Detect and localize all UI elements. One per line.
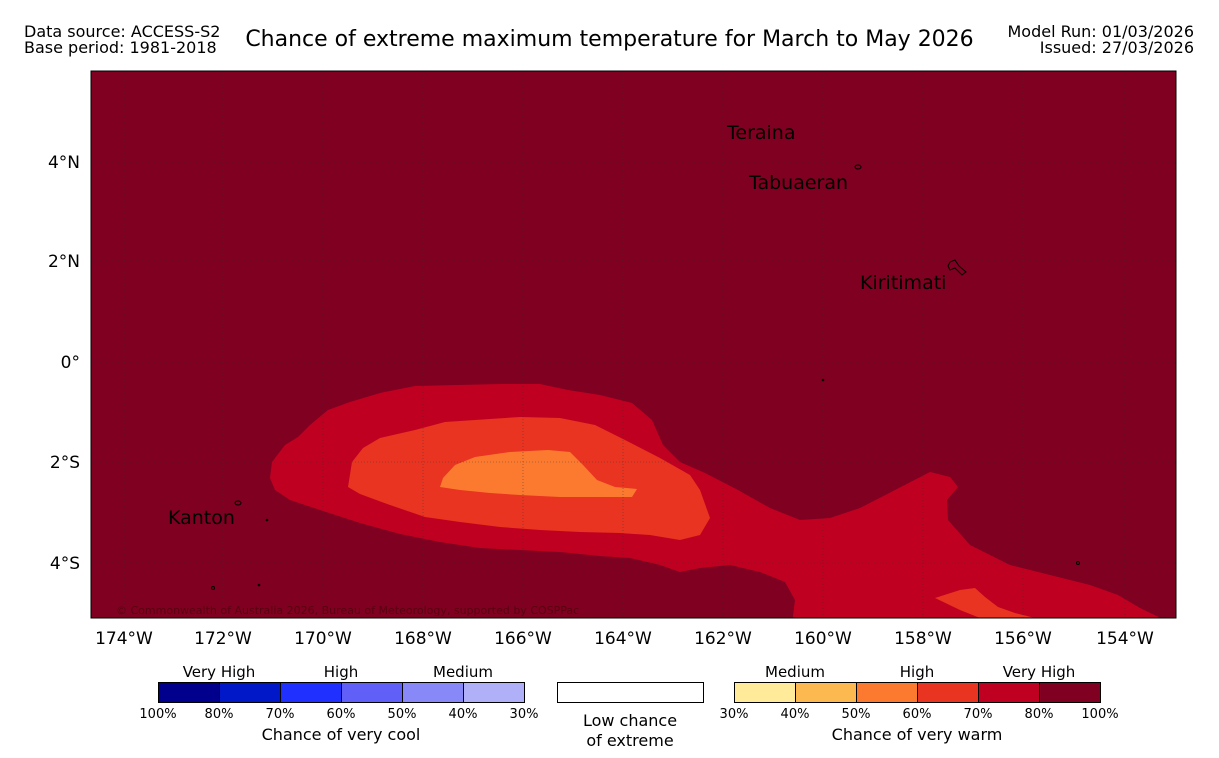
lon-tick-label: 172°W bbox=[194, 629, 252, 649]
cool-color-segment bbox=[281, 683, 342, 702]
warm-tick-label: 30% bbox=[719, 707, 749, 722]
lat-tick-label: 4°S bbox=[50, 554, 80, 574]
island-dot-3 bbox=[257, 583, 261, 587]
map-gridlines bbox=[91, 71, 1176, 618]
lon-tick-label: 154°W bbox=[1096, 629, 1154, 649]
island-dot-2 bbox=[211, 586, 215, 590]
map-frame bbox=[90, 70, 1177, 619]
cool-category-very-high: Very High bbox=[182, 663, 256, 681]
warm-color-segment bbox=[857, 683, 918, 702]
warm-tick-label: 100% bbox=[1081, 707, 1119, 722]
map-title: Chance of extreme maximum temperature fo… bbox=[245, 27, 974, 52]
warm-color-segment bbox=[735, 683, 796, 702]
lon-tick-label: 158°W bbox=[894, 629, 952, 649]
place-label-kanton: Kanton bbox=[168, 507, 235, 529]
contour-se-patch bbox=[935, 588, 1035, 618]
warm-tick-label: 70% bbox=[963, 707, 993, 722]
longitude-labels: 174°W 172°W 170°W 168°W 166°W 164°W 162°W 160°W… bbox=[95, 629, 1154, 649]
cool-color-bar bbox=[158, 682, 525, 703]
cool-tick-label: 30% bbox=[509, 707, 539, 722]
warm-tick-label: 60% bbox=[902, 707, 932, 722]
cool-tick-label: 70% bbox=[265, 707, 295, 722]
cool-tick-label: 60% bbox=[326, 707, 356, 722]
cool-category-medium: Medium bbox=[433, 663, 493, 681]
warm-tick-label: 80% bbox=[1024, 707, 1054, 722]
low-chance-label-line2: of extreme bbox=[586, 731, 674, 750]
copyright-notice: © Commonwealth of Australia 2026, Bureau… bbox=[116, 604, 579, 617]
cool-color-segment bbox=[159, 683, 220, 702]
cool-tick-label: 100% bbox=[139, 707, 177, 722]
lon-tick-label: 166°W bbox=[494, 629, 552, 649]
kiritimati-island bbox=[947, 259, 967, 276]
cool-legend-title: Chance of very cool bbox=[261, 725, 421, 744]
warm-category-very-high: Very High bbox=[1002, 663, 1076, 681]
islands bbox=[211, 164, 1080, 590]
issued-label: Issued: 27/03/2026 bbox=[1039, 38, 1194, 57]
lat-tick-label: 2°S bbox=[50, 453, 80, 473]
island-dot-5 bbox=[821, 378, 825, 382]
warm-tick-label: 40% bbox=[780, 707, 810, 722]
lon-tick-label: 168°W bbox=[394, 629, 452, 649]
warm-legend-title: Chance of very warm bbox=[831, 725, 1003, 744]
lon-tick-label: 160°W bbox=[794, 629, 852, 649]
contour-50-60 bbox=[440, 450, 637, 497]
warm-color-segment bbox=[796, 683, 857, 702]
model-run-label: Model Run: 01/03/2026 bbox=[1007, 22, 1195, 41]
tabuaeran-island bbox=[854, 164, 862, 170]
forecast-map: Teraina Tabuaeran Kiritimati Kanton © Co… bbox=[48, 70, 1177, 649]
lon-tick-label: 156°W bbox=[994, 629, 1052, 649]
warm-color-bar bbox=[734, 682, 1101, 703]
island-dot-4 bbox=[1076, 561, 1080, 565]
data-source-label: Data source: ACCESS-S2 bbox=[24, 22, 221, 41]
cool-tick-label: 50% bbox=[387, 707, 417, 722]
place-label-kiritimati: Kiritimati bbox=[860, 272, 946, 294]
cool-color-segment bbox=[403, 683, 464, 702]
cool-tick-label: 80% bbox=[204, 707, 234, 722]
warm-color-segment bbox=[1040, 683, 1100, 702]
cool-tick-label: 40% bbox=[448, 707, 478, 722]
warm-category-medium: Medium bbox=[765, 663, 825, 681]
place-label-tabuaeran: Tabuaeran bbox=[748, 172, 848, 194]
cool-color-segment bbox=[342, 683, 403, 702]
lon-tick-label: 164°W bbox=[594, 629, 652, 649]
lon-tick-label: 170°W bbox=[294, 629, 352, 649]
latitude-labels: 4°N 2°N 0° 2°S 4°S bbox=[48, 153, 80, 574]
warm-color-segment bbox=[979, 683, 1040, 702]
warm-category-high: High bbox=[899, 663, 935, 681]
cool-category-high: High bbox=[323, 663, 359, 681]
warm-tick-label: 50% bbox=[841, 707, 871, 722]
island-dot-1 bbox=[265, 518, 269, 522]
kanton-island bbox=[234, 500, 242, 506]
lon-tick-label: 174°W bbox=[95, 629, 153, 649]
place-label-teraina: Teraina bbox=[726, 122, 796, 144]
base-period-label: Base period: 1981-2018 bbox=[24, 38, 217, 57]
cool-color-segment bbox=[220, 683, 281, 702]
low-chance-label-line1: Low chance bbox=[582, 711, 678, 730]
low-chance-swatch bbox=[557, 682, 704, 703]
cool-color-segment bbox=[464, 683, 524, 702]
warm-color-segment bbox=[918, 683, 979, 702]
lon-tick-label: 162°W bbox=[694, 629, 752, 649]
lat-tick-label: 4°N bbox=[48, 153, 80, 173]
lat-tick-label: 2°N bbox=[48, 252, 80, 272]
lat-tick-label: 0° bbox=[61, 353, 80, 373]
